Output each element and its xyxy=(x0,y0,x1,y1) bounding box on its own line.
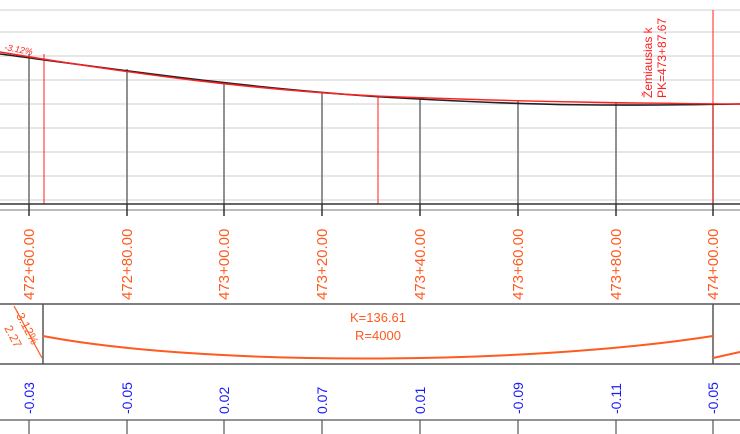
vertical-curve-band xyxy=(0,304,740,364)
profile-grid xyxy=(0,9,740,201)
vertical-curve-arc xyxy=(42,335,714,360)
bottom-ticks xyxy=(28,420,714,434)
elevation-diff-5: -0.09 xyxy=(510,382,526,414)
station-lines xyxy=(28,54,714,204)
station-label-6: 473+80.00 xyxy=(608,229,625,300)
elevation-diff-0: -0.03 xyxy=(21,382,37,414)
elevation-diff-2: 0.02 xyxy=(216,387,232,414)
elevation-diff-4: 0.01 xyxy=(412,387,428,414)
station-label-3: 473+20.00 xyxy=(314,229,331,300)
elevation-diff-6: -0.11 xyxy=(608,383,624,414)
vc-k-label: K=136.61 xyxy=(350,310,406,325)
start-grade-label: -3.12% xyxy=(4,42,34,57)
station-label-7: 474+00.00 xyxy=(705,229,722,300)
lowest-point-label: Žemiausias k xyxy=(640,26,655,98)
station-labels: 472+60.00 472+80.00 473+00.00 473+20.00 473+… xyxy=(21,229,722,300)
design-line xyxy=(0,51,740,105)
lowest-point-pk-label: PK=473+87.67 xyxy=(655,18,669,98)
elevation-difference-labels: -0.03 -0.05 0.02 0.07 0.01 -0.09 -0.11 -0.05 xyxy=(21,382,721,414)
elevation-diff-1: -0.05 xyxy=(119,382,135,414)
vc-grade-diagonal xyxy=(13,305,43,359)
station-label-2: 473+00.00 xyxy=(216,229,233,300)
station-label-4: 473+40.00 xyxy=(412,229,429,300)
station-label-0: 472+60.00 xyxy=(21,229,38,300)
vc-r-label: R=4000 xyxy=(355,328,401,343)
elevation-diff-7: -0.05 xyxy=(705,382,721,414)
station-label-5: 473+60.00 xyxy=(510,229,527,300)
station-ticks xyxy=(28,204,714,216)
elevation-diff-3: 0.07 xyxy=(314,387,330,414)
vertical-curve-next xyxy=(712,351,740,359)
station-label-1: 472+80.00 xyxy=(119,229,136,300)
